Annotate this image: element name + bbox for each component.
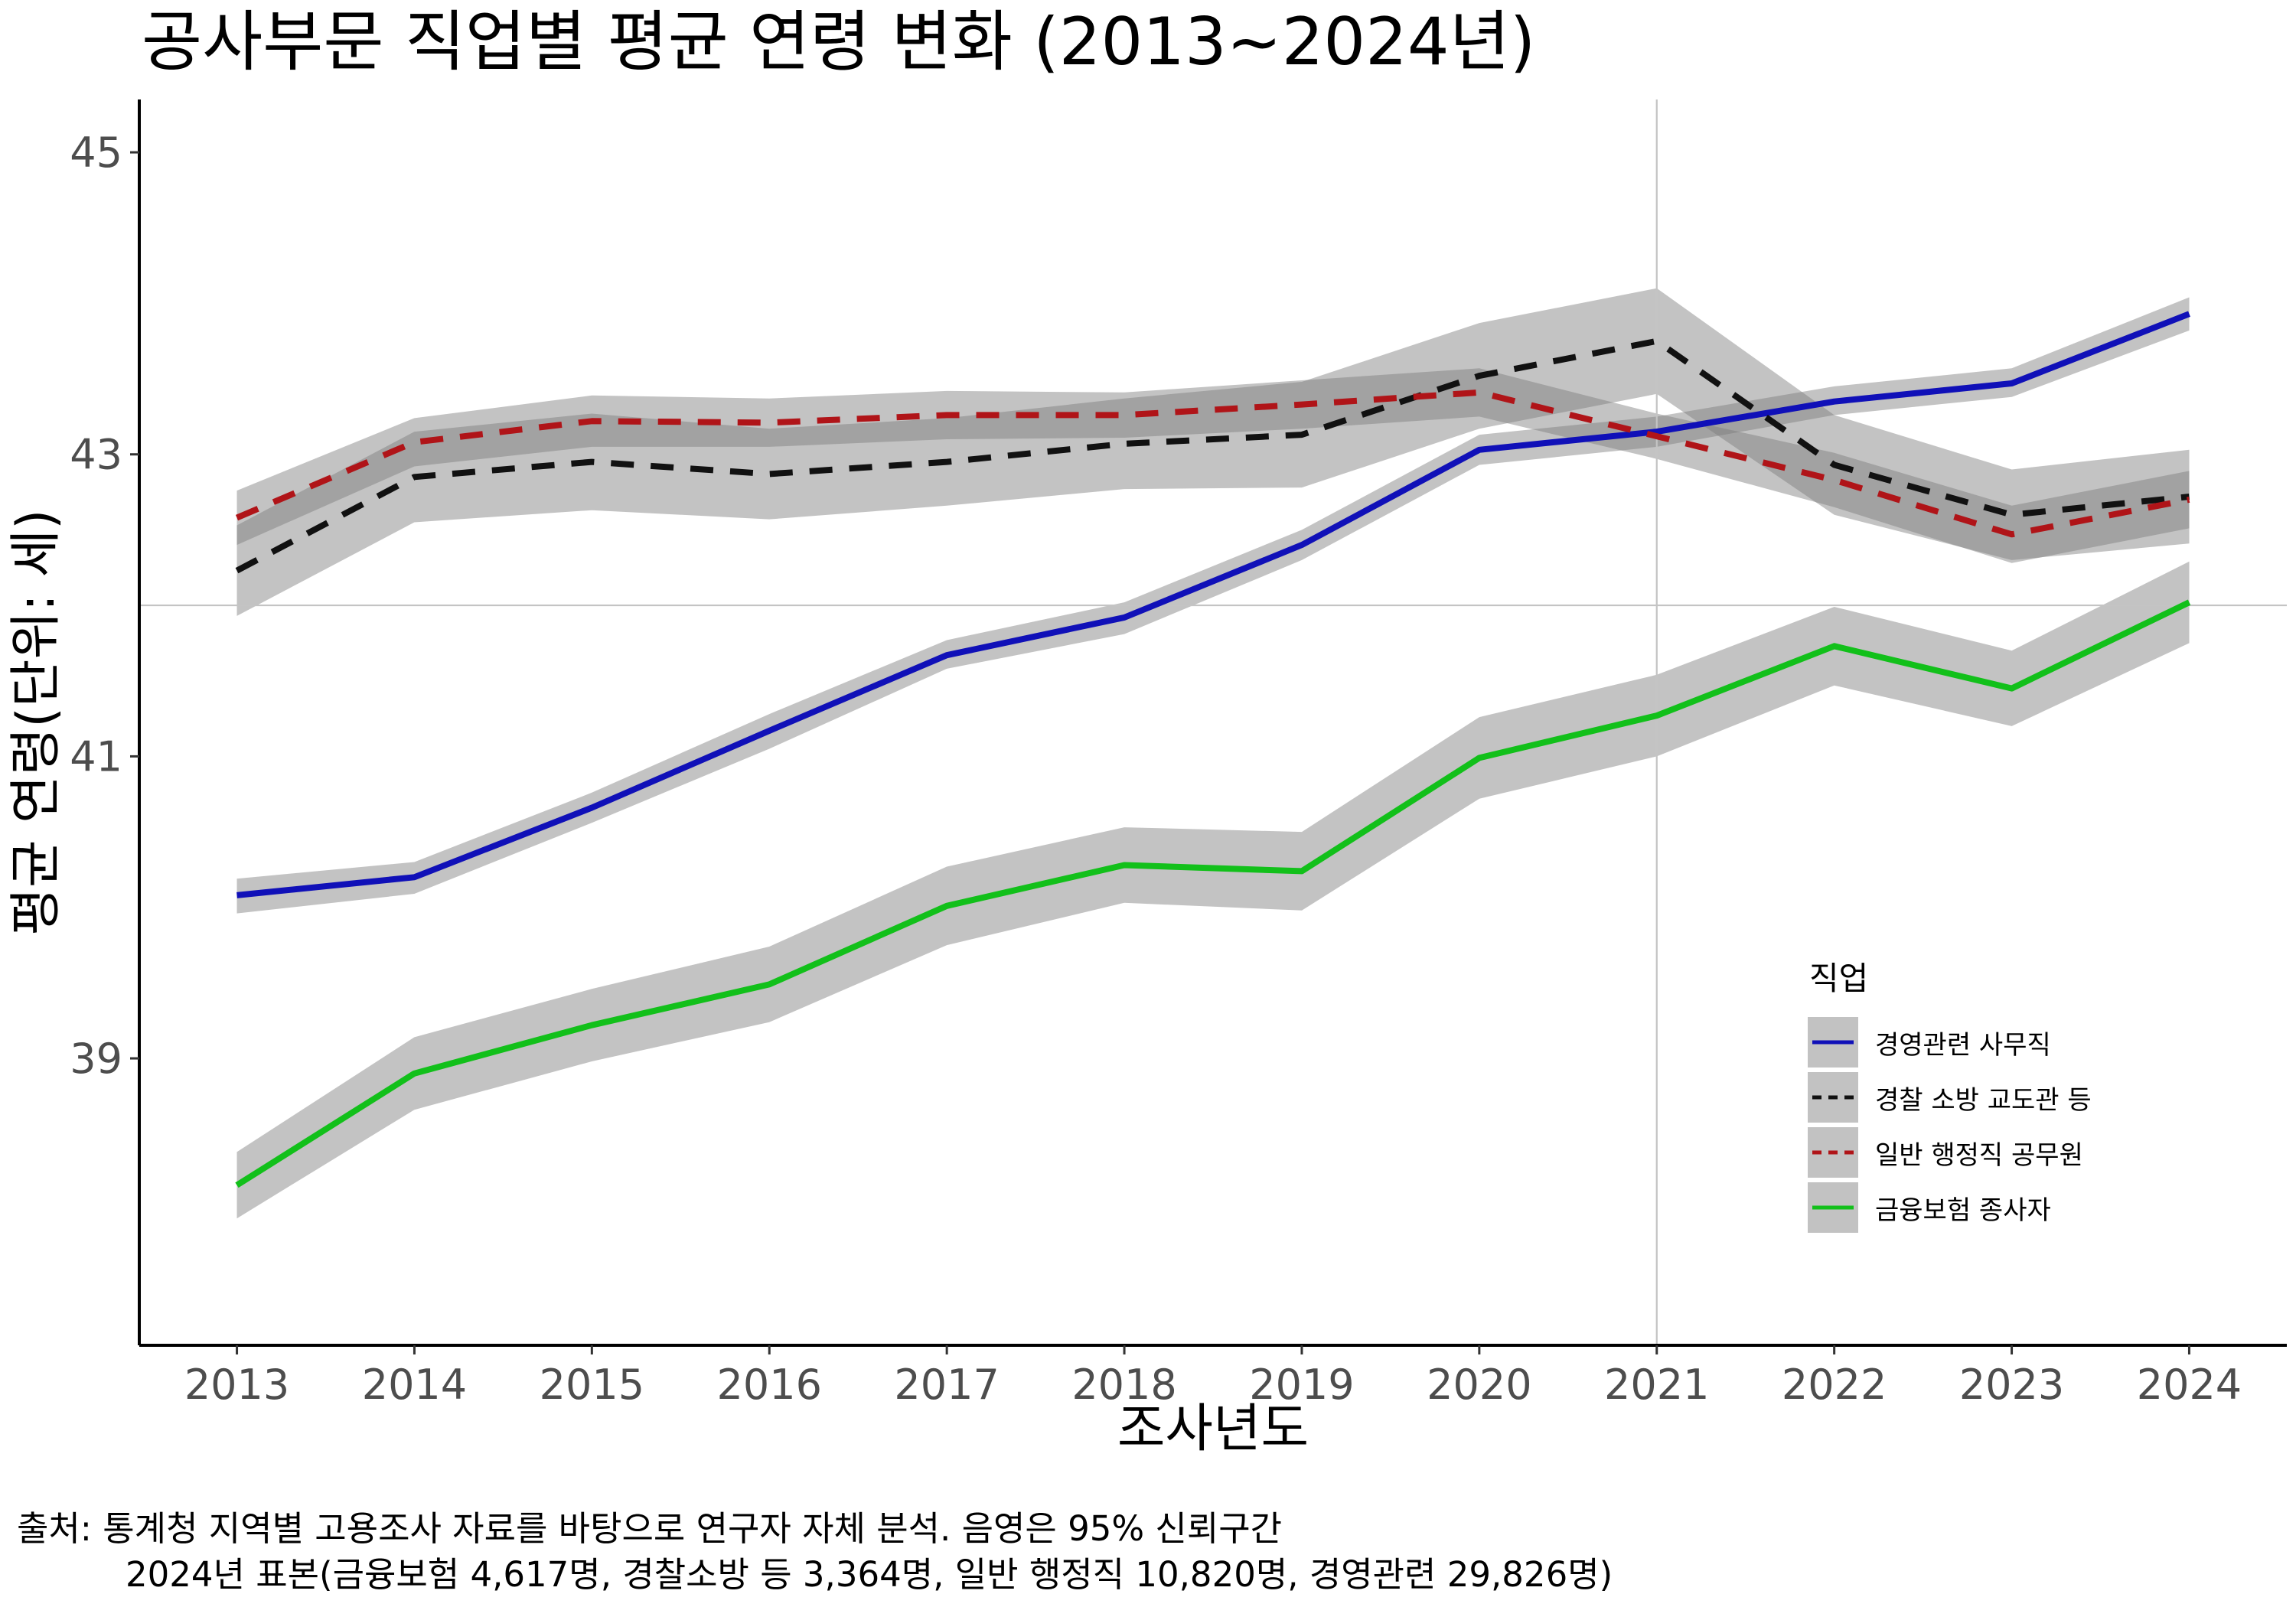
caption-line-1: 출처: 통계청 지역별 고용조사 자료를 바탕으로 연구자 자체 분석. 음영은… [17, 1508, 1283, 1549]
axes [138, 99, 2287, 1347]
y-tick-label: 41 [70, 732, 122, 781]
data-point-일반-행정직-공무원-2018 [1124, 415, 1125, 416]
data-point-일반-행정직-공무원-2019 [1301, 404, 1302, 405]
series-line-경영관련-사무직 [236, 311, 2190, 898]
data-point-금융보험-종사자-2021 [1656, 715, 1657, 716]
legend-key [1808, 1127, 1858, 1178]
legend-item: 금융보험 종사자 [1808, 1180, 2092, 1235]
caption-line-2: 2024년 표본(금융보험 4,617명, 경찰소방 등 3,364명, 일반 … [126, 1554, 1613, 1595]
reference-lines [139, 99, 2287, 1345]
y-tick-label: 45 [70, 129, 122, 177]
y-tick-label: 39 [70, 1035, 122, 1083]
legend-title: 직업 [1809, 960, 1869, 997]
x-tick-label: 2016 [717, 1361, 822, 1409]
legend-label: 일반 행정직 공무원 [1875, 1139, 2083, 1171]
caption: 출처: 통계청 지역별 고용조사 자료를 바탕으로 연구자 자체 분석. 음영은… [17, 1506, 1613, 1598]
tick-labels: 2013 2014 2015 2016 2017 2018 2019 2020 2021 2022… [70, 129, 2242, 1409]
data-point-일반-행정직-공무원-2022 [1834, 480, 1835, 481]
series-lines [235, 311, 2191, 1188]
legend-label: 경찰 소방 교도관 등 [1875, 1084, 2092, 1116]
data-point-경영관련-사무직-2018 [1124, 617, 1125, 618]
confidence-bands [236, 288, 2190, 1219]
legend-label: 금융보험 종사자 [1875, 1195, 2051, 1226]
data-point-경영관련-사무직-2024 [2189, 314, 2190, 315]
x-tick-label: 2018 [1071, 1361, 1176, 1409]
data-point-일반-행정직-공무원-2016 [769, 422, 770, 423]
data-point-금융보험-종사자-2016 [769, 984, 770, 985]
data-point-일반-행정직-공무원-2024 [2189, 499, 2190, 500]
legend-item: 일반 행정직 공무원 [1808, 1125, 2092, 1180]
x-axis-title: 조사년도 [1117, 1399, 1309, 1454]
legend-key [1808, 1072, 1858, 1123]
x-tick-label: 2017 [894, 1361, 999, 1409]
data-point-경찰-소방-교도관-등-2023 [2011, 514, 2012, 515]
data-point-일반-행정직-공무원-2021 [1656, 436, 1657, 437]
x-tick-label: 2024 [2137, 1361, 2242, 1409]
x-tick-label: 2022 [1782, 1361, 1887, 1409]
data-point-경찰-소방-교도관-등-2018 [1124, 443, 1125, 444]
legend-key [1808, 1017, 1858, 1068]
legend-item: 경영관련 사무직 [1808, 1015, 2092, 1070]
x-tick-label: 2020 [1427, 1361, 1531, 1409]
series-line-금융보험-종사자 [235, 599, 2191, 1188]
legend-key [1808, 1182, 1858, 1233]
legend-label: 경영관련 사무직 [1875, 1029, 2051, 1061]
x-tick-label: 2014 [362, 1361, 467, 1409]
x-tick-label: 2015 [540, 1361, 644, 1409]
legend-item: 경찰 소방 교도관 등 [1808, 1070, 2092, 1125]
data-point-경영관련-사무직-2019 [1301, 545, 1302, 546]
data-point-일반-행정직-공무원-2013 [236, 517, 237, 518]
data-point-금융보험-종사자-2024 [2189, 602, 2190, 603]
data-point-금융보험-종사자-2014 [414, 1073, 415, 1074]
line-chart: 2013 2014 2015 2016 2017 2018 2019 2020 2021 2022… [6, 99, 2287, 1454]
series-line-경찰-소방-교도관-등 [235, 337, 2190, 574]
chart-title: 공사부문 직업별 평균 연령 변화 (2013~2024년) [142, 4, 1536, 80]
data-point-금융보험-종사자-2023 [2011, 688, 2012, 689]
data-point-일반-행정직-공무원-2023 [2011, 534, 2012, 535]
data-point-경찰-소방-교도관-등-2024 [2189, 496, 2190, 497]
x-tick-label: 2023 [1959, 1361, 2064, 1409]
data-point-경영관련-사무직-2022 [1834, 401, 1835, 402]
ci-band-경찰-소방-교도관-등 [236, 288, 2190, 616]
data-point-금융보험-종사자-2019 [1301, 871, 1302, 872]
data-point-경찰-소방-교도관-등-2022 [1834, 464, 1835, 465]
x-tick-label: 2021 [1604, 1361, 1709, 1409]
data-point-경영관련-사무직-2014 [414, 877, 415, 878]
x-tick-label: 2019 [1249, 1361, 1354, 1409]
y-tick-label: 43 [70, 431, 122, 479]
y-axis-title: 평균 연령(단위: 세) [6, 509, 67, 935]
ci-band-일반-행정직-공무원 [236, 368, 2190, 563]
ci-band-금융보험-종사자 [236, 561, 2190, 1219]
x-tick-label: 2013 [184, 1361, 289, 1409]
data-point-경찰-소방-교도관-등-2013 [236, 570, 237, 571]
data-point-경찰-소방-교도관-등-2014 [414, 477, 415, 478]
data-point-경영관련-사무직-2016 [769, 730, 770, 731]
data-point-금융보험-종사자-2022 [1834, 646, 1835, 647]
ci-band-경영관련-사무직 [236, 297, 2190, 914]
